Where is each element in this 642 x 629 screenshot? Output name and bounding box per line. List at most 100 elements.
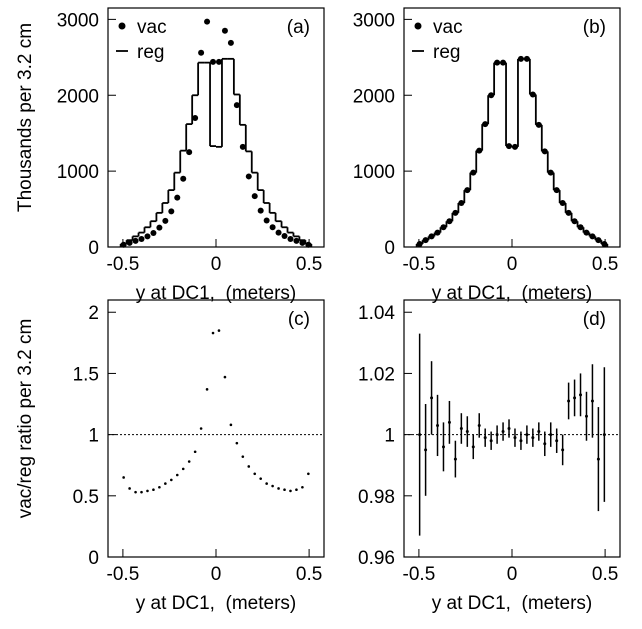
data-point: [217, 329, 221, 332]
data-point: [590, 399, 594, 403]
legend-label: vac: [137, 17, 167, 38]
data-point: [275, 229, 282, 236]
legend-label: reg: [137, 42, 164, 63]
data-point: [227, 39, 234, 46]
data-point: [543, 442, 547, 446]
plot-frame: [107, 299, 325, 558]
data-point: [204, 18, 211, 25]
data-point: [483, 436, 487, 440]
data-point: [301, 485, 304, 489]
x-tick-label: -0.5: [107, 564, 140, 585]
data-point: [223, 375, 227, 379]
data-point: [567, 399, 571, 403]
x-tick-label: -0.5: [403, 564, 436, 585]
data-point: [265, 482, 268, 485]
data-point: [233, 102, 240, 109]
data-point: [495, 433, 499, 437]
step-risers: [119, 58, 313, 247]
data-point: [430, 396, 434, 400]
y-axis-label: Thousands per 3.2 cm: [15, 23, 36, 212]
data-point: [144, 233, 151, 240]
data-point: [537, 430, 541, 434]
x-tick-label: 0: [507, 254, 518, 275]
data-point: [192, 115, 199, 122]
data-point: [289, 489, 292, 493]
data-point: [239, 143, 246, 150]
plot-frame: [403, 299, 621, 558]
y-tick-label: 0: [88, 548, 99, 569]
data-point: [501, 430, 505, 434]
data-point: [181, 467, 185, 471]
data-point: [579, 393, 583, 397]
data-point: [602, 433, 606, 437]
data-point: [138, 236, 145, 243]
data-point: [198, 49, 205, 56]
y-tick-label: 1: [88, 426, 99, 447]
panel: -0.5 0 0.5 0.96 0.98 1 1.02 1.04 y at DC1, (mete…: [358, 299, 621, 614]
data-point: [513, 436, 517, 440]
x-axis-label: y at DC1, (meters): [136, 283, 296, 304]
data-point: [283, 488, 286, 491]
data-point: [257, 207, 264, 214]
data-point: [596, 457, 600, 461]
data-point: [436, 423, 440, 427]
data-point: [211, 331, 215, 335]
data-point: [245, 173, 252, 180]
data-point: [263, 217, 270, 224]
data-point: [525, 433, 529, 437]
data-point: [584, 414, 588, 418]
panel-label: (b): [583, 17, 606, 38]
x-tick-label: 0: [507, 564, 518, 585]
data-point: [158, 485, 161, 489]
panel: -0.5 0 0.5 0 1000 2000 3000 y at DC1, (meters) T…: [15, 7, 325, 304]
y-tick-label: 2000: [57, 86, 99, 107]
data-point: [471, 445, 475, 449]
data-point: [477, 423, 481, 427]
y-tick-label: 0: [384, 238, 395, 259]
y-tick-label: 2: [88, 303, 99, 324]
data-point: [531, 436, 535, 440]
y-tick-label: 1000: [353, 162, 395, 183]
data-point: [271, 484, 274, 488]
data-point: [210, 58, 217, 65]
data-point: [156, 224, 163, 231]
data-point: [152, 488, 155, 491]
panel: -0.5 0 0.5 0 1000 2000 3000 y at DC1, (meters) (…: [353, 7, 621, 304]
data-point: [215, 58, 222, 65]
data-point: [281, 232, 288, 239]
data-point: [293, 237, 300, 244]
data-point: [187, 460, 191, 463]
x-tick-label: 0: [211, 564, 222, 585]
y-tick-label: 0.96: [358, 548, 395, 569]
data-point: [170, 478, 173, 482]
data-point: [180, 175, 187, 182]
data-point: [253, 472, 257, 476]
data-point: [150, 229, 157, 236]
data-point: [221, 27, 228, 34]
x-axis-label: y at DC1, (meters): [432, 283, 592, 304]
y-tick-label: 1: [384, 426, 395, 447]
data-point: [175, 473, 179, 477]
data-point: [424, 448, 428, 452]
legend-label: vac: [433, 17, 463, 38]
y-tick-label: 3000: [57, 10, 99, 31]
x-tick-label: -0.5: [403, 254, 436, 275]
y-tick-label: 3000: [353, 10, 395, 31]
data-point: [465, 430, 469, 434]
y-tick-label: 1.02: [358, 364, 395, 385]
data-point: [193, 450, 197, 454]
data-point: [447, 420, 451, 424]
data-point: [122, 476, 125, 479]
y-tick-label: 0: [88, 238, 99, 259]
data-point: [134, 490, 137, 494]
data-point: [459, 427, 463, 430]
data-point: [259, 477, 262, 480]
data-point: [561, 448, 565, 452]
y-tick-label: 0.98: [358, 487, 395, 508]
x-axis-label: y at DC1, (meters): [432, 593, 592, 614]
data-point: [235, 441, 239, 445]
data-point: [168, 208, 175, 215]
data-point: [287, 236, 294, 243]
y-tick-label: 0.5: [73, 487, 99, 508]
